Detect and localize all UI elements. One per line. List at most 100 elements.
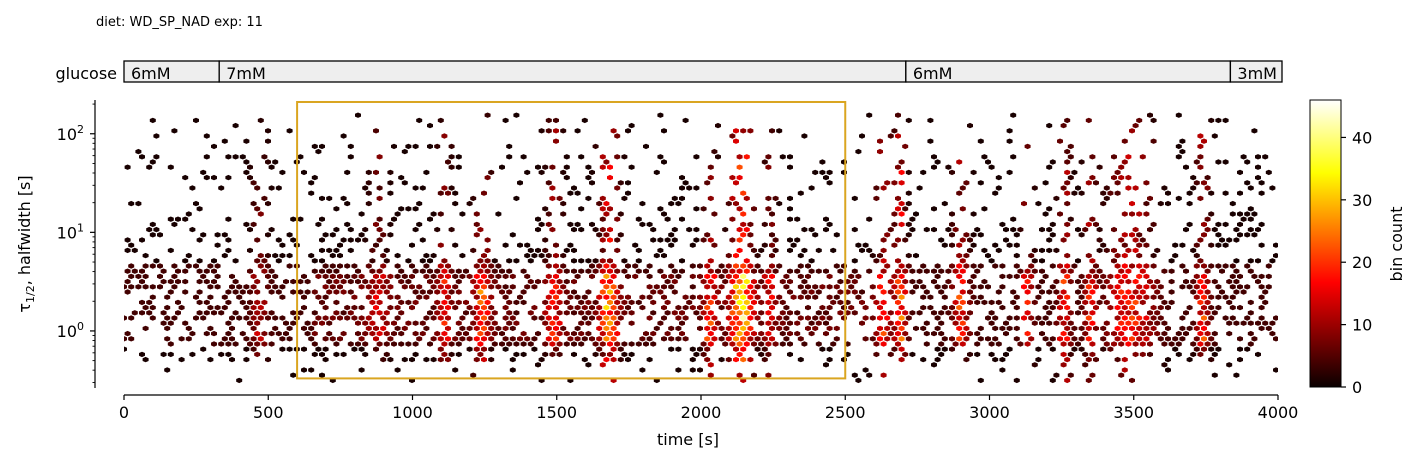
hexbin-cell (376, 330, 383, 337)
hexbin-cell (772, 341, 779, 347)
hexbin-cell (621, 258, 628, 264)
hexbin-cell (207, 356, 214, 363)
hexbin-cell (427, 268, 433, 274)
hexbin-cell (805, 325, 811, 332)
hexbin-cell (959, 206, 966, 212)
hexbin-cell (578, 268, 585, 274)
hexbin-cell (585, 320, 592, 326)
hexbin-cell (124, 330, 131, 337)
colorbar-tick-label: 30 (1352, 191, 1372, 210)
hexbin-cell (488, 315, 495, 321)
hexbin-cell (646, 263, 653, 269)
hexbin-cell (502, 304, 509, 311)
hexbin-cell (1064, 356, 1071, 363)
hexbin-cell (553, 138, 559, 144)
hexbin-cell (635, 258, 642, 264)
hexbin-cell (1168, 258, 1175, 264)
hexbin-cell (254, 330, 261, 337)
hexbin-cell (164, 336, 171, 342)
hexbin-cell (545, 273, 552, 280)
hexbin-cell (974, 226, 981, 233)
hexbin-cell (1150, 284, 1157, 290)
colorbar-tick-label: 10 (1352, 316, 1372, 335)
hexbin-cell (697, 367, 703, 373)
hexbin-cell (1078, 284, 1085, 290)
hexbin-cell (711, 242, 718, 248)
hexbin-cell (1057, 315, 1063, 321)
hexbin-cell (1093, 180, 1099, 186)
hexbin-cell (1165, 325, 1171, 332)
hexbin-cell (740, 346, 747, 352)
hexbin-cell (225, 174, 232, 181)
hexbin-cell (398, 174, 405, 181)
hexbin-cell (1247, 341, 1254, 347)
hexbin-cell (398, 310, 405, 316)
hexbin-cell (1111, 226, 1117, 233)
hexbin-cell (319, 299, 325, 306)
hexbin-cell (1114, 284, 1121, 290)
hexbin-cell (1172, 242, 1179, 248)
hexbin-cell (1147, 310, 1153, 316)
hexbin-cell (481, 294, 487, 300)
hexbin-cell (769, 211, 775, 217)
hexbin-cell (603, 294, 610, 300)
hexbin-cell (1114, 356, 1121, 363)
hexbin-cell (985, 336, 991, 342)
hexbin-cell (877, 304, 883, 311)
hexbin-cell (999, 325, 1006, 332)
hexbin-cell (1125, 154, 1132, 160)
hexbin-cell (1172, 346, 1179, 352)
hexbin-cell (1132, 247, 1139, 254)
hexbin-cell (1118, 268, 1125, 274)
hexbin-cell (394, 325, 401, 332)
hexbin-cell (1147, 351, 1153, 358)
hexbin-cell (430, 273, 437, 280)
hexbin-cell (1211, 330, 1218, 337)
hexbin-cell (1060, 122, 1067, 129)
hexbin-cell (823, 174, 829, 181)
hexbin-cell (1183, 330, 1189, 337)
hexbin-cell (923, 330, 930, 337)
hexbin-cell (304, 289, 311, 295)
hexbin-cell (751, 268, 757, 274)
hexbin-cell (765, 341, 772, 347)
hexbin-cell (689, 294, 696, 300)
hexbin-cell (254, 341, 261, 347)
hexbin-cell (1269, 320, 1276, 326)
hexbin-cell (1262, 289, 1269, 295)
hexbin-cell (1186, 200, 1193, 207)
hexbin-cell (617, 284, 624, 290)
hexbin-cell (477, 226, 484, 233)
hexbin-cell (412, 289, 419, 295)
hexbin-cell (880, 289, 887, 295)
hexbin-cell (869, 284, 876, 290)
hexbin-cell (1229, 284, 1236, 290)
hexbin-cell (430, 284, 437, 290)
hexbin-cell (214, 284, 221, 290)
hexbin-cell (920, 325, 927, 332)
hexbin-cell (563, 268, 570, 274)
hexbin-cell (340, 289, 347, 295)
hexbin-cell (898, 284, 905, 290)
hexbin-cell (563, 341, 570, 347)
hexbin-cell (1021, 200, 1027, 207)
hexbin-cell (1229, 211, 1236, 217)
hexbin-cell (967, 247, 973, 254)
hexbin-cell (376, 185, 383, 191)
hexbin-cell (398, 341, 405, 347)
hexbin-cell (333, 341, 340, 347)
hexbin-cell (1046, 122, 1053, 129)
hexbin-cell (1085, 221, 1092, 228)
hexbin-cell (149, 232, 156, 238)
hexbin-cell (146, 299, 153, 306)
hexbin-cell (592, 143, 599, 150)
hexbin-cell (880, 310, 887, 316)
hexbin-cell (668, 284, 675, 290)
hexbin-cell (1233, 320, 1240, 326)
hexbin-cell (1013, 242, 1020, 248)
hexbin-cell (671, 237, 678, 243)
hexbin-cell (740, 336, 747, 342)
hexbin-cell (146, 164, 153, 170)
hexbin-cell (725, 356, 732, 363)
hexbin-cell (160, 351, 167, 358)
